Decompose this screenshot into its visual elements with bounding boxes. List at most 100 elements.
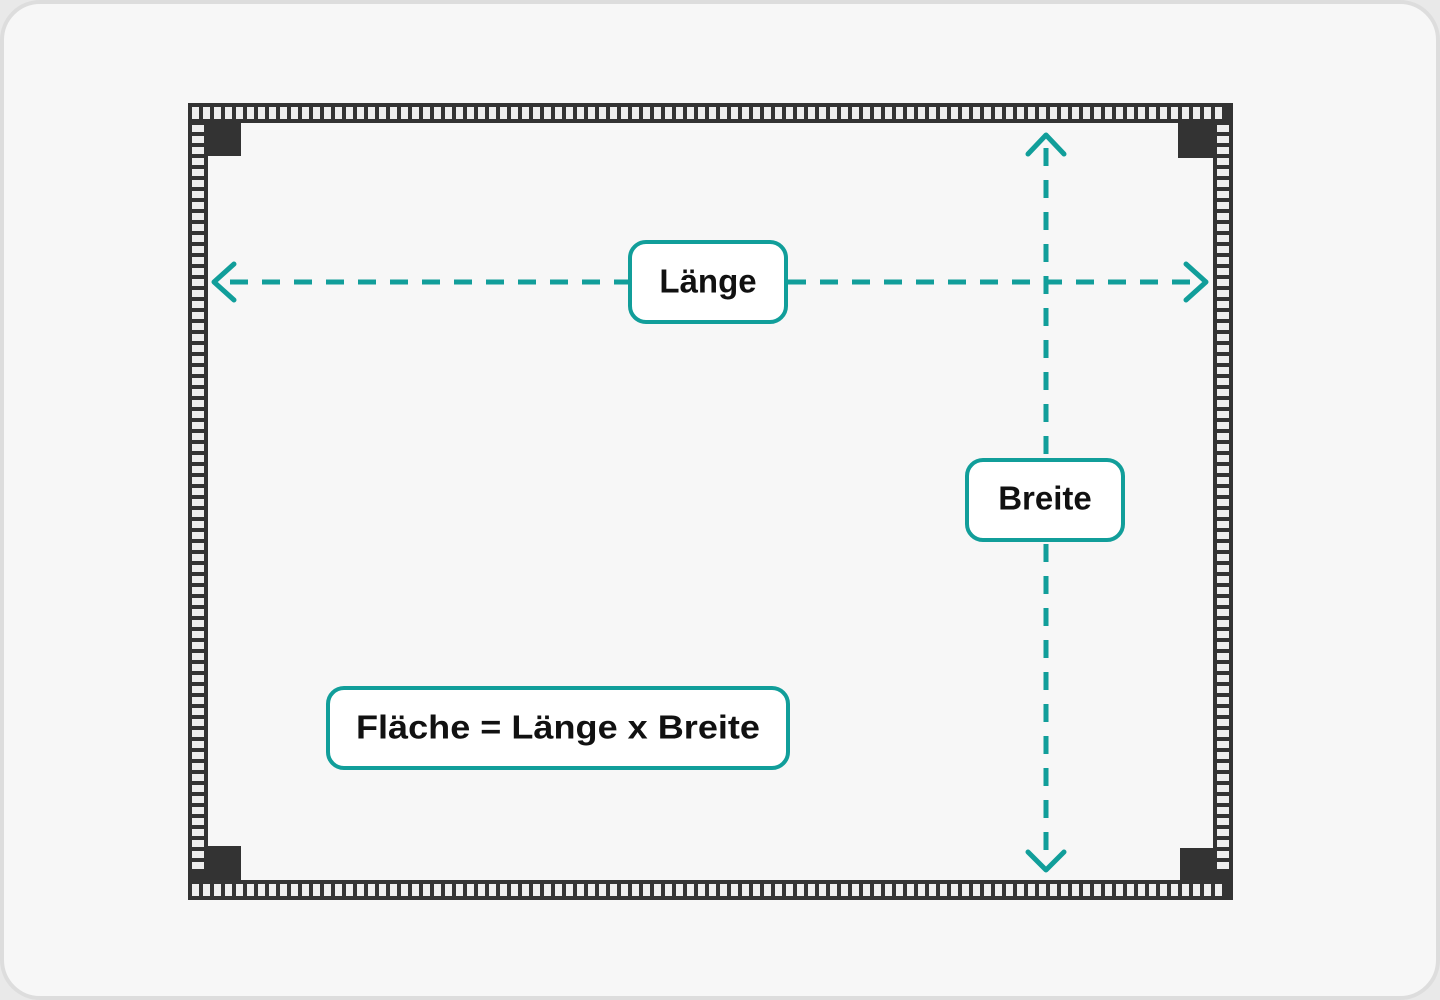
frame-dot xyxy=(555,884,562,896)
frame-dot xyxy=(511,107,518,119)
frame-dot xyxy=(1217,400,1229,407)
frame-dot xyxy=(1217,631,1229,638)
frame-dot xyxy=(192,631,204,638)
frame-dot xyxy=(632,107,639,119)
frame-dot xyxy=(896,884,903,896)
frame-dot xyxy=(962,884,969,896)
frame-perforation xyxy=(192,107,1229,896)
frame-dot xyxy=(1193,884,1200,896)
frame-dot xyxy=(1217,620,1229,627)
frame-dot xyxy=(1217,532,1229,539)
frame-dot xyxy=(775,884,782,896)
frame-dot xyxy=(192,125,204,132)
frame-dot xyxy=(192,554,204,561)
frame-dot xyxy=(1028,107,1035,119)
frame-dot xyxy=(1217,169,1229,176)
frame-dot xyxy=(258,107,265,119)
frame-dot xyxy=(192,389,204,396)
frame-dot xyxy=(1061,884,1068,896)
frame-dot xyxy=(1217,785,1229,792)
frame-dot xyxy=(1217,356,1229,363)
frame-dot xyxy=(1006,107,1013,119)
frame-dot xyxy=(1149,884,1156,896)
frame-dot xyxy=(621,884,628,896)
frame-dot xyxy=(1061,107,1068,119)
frame-dot xyxy=(907,107,914,119)
frame-dot xyxy=(1217,774,1229,781)
frame-dot xyxy=(610,884,617,896)
frame-dot xyxy=(1017,107,1024,119)
frame-dot xyxy=(192,620,204,627)
frame-dot xyxy=(995,107,1002,119)
width-dimension xyxy=(1025,132,1067,873)
frame-dot xyxy=(1217,345,1229,352)
frame-dot xyxy=(588,107,595,119)
frame-dot xyxy=(192,466,204,473)
frame-dot xyxy=(335,107,342,119)
frame-dot xyxy=(1217,323,1229,330)
frame-dot xyxy=(192,741,204,748)
frame-dot xyxy=(1217,763,1229,770)
frame-dot xyxy=(1217,180,1229,187)
frame-dot xyxy=(379,884,386,896)
frame-dot xyxy=(192,576,204,583)
width-label-box: Breite xyxy=(965,458,1125,542)
frame-dot xyxy=(1127,884,1134,896)
frame-dot xyxy=(918,107,925,119)
frame-dot xyxy=(192,829,204,836)
frame-dot xyxy=(929,884,936,896)
frame-dot xyxy=(1160,884,1167,896)
frame-dot xyxy=(874,884,881,896)
frame-dot xyxy=(588,884,595,896)
frame-dot xyxy=(1217,719,1229,726)
frame-dot xyxy=(445,107,452,119)
frame-dot xyxy=(687,107,694,119)
frame-dot xyxy=(192,543,204,550)
frame-dot xyxy=(1182,884,1189,896)
frame-dot xyxy=(709,884,716,896)
frame-dot xyxy=(1217,598,1229,605)
arrow-up-icon xyxy=(1025,132,1067,157)
frame-dot xyxy=(456,884,463,896)
frame-dot xyxy=(1217,543,1229,550)
frame-dot xyxy=(434,884,441,896)
frame-dot xyxy=(313,107,320,119)
frame-dot xyxy=(1017,884,1024,896)
frame-dot xyxy=(423,107,430,119)
frame-dot xyxy=(192,730,204,737)
frame-dot xyxy=(192,785,204,792)
frame-dot xyxy=(1217,554,1229,561)
frame-dot xyxy=(1217,367,1229,374)
frame-dot xyxy=(1160,107,1167,119)
frame-dot xyxy=(192,400,204,407)
frame-dot xyxy=(621,107,628,119)
frame-dot xyxy=(841,884,848,896)
frame-dot xyxy=(852,107,859,119)
frame-dot xyxy=(1217,521,1229,528)
corner-block-top-right xyxy=(1178,123,1213,158)
frame-dot xyxy=(654,884,661,896)
frame-dot xyxy=(1138,107,1145,119)
frame-dot xyxy=(599,107,606,119)
frame-dot xyxy=(368,107,375,119)
frame-dot xyxy=(412,884,419,896)
frame-dot xyxy=(192,697,204,704)
frame-dot xyxy=(192,719,204,726)
frame-dot xyxy=(907,884,914,896)
frame-dot xyxy=(1217,378,1229,385)
frame-dot xyxy=(192,301,204,308)
frame-dot xyxy=(676,107,683,119)
frame-dot xyxy=(522,107,529,119)
frame-dot xyxy=(214,884,221,896)
frame-dot xyxy=(1217,455,1229,462)
frame-dot xyxy=(1217,290,1229,297)
frame-dot xyxy=(258,884,265,896)
frame-dot xyxy=(192,708,204,715)
frame-dot xyxy=(203,107,210,119)
frame-dot xyxy=(192,202,204,209)
frame-dot xyxy=(885,107,892,119)
frame-dot xyxy=(236,107,243,119)
frame-dot xyxy=(192,609,204,616)
frame-dot xyxy=(192,851,204,858)
frame-dot xyxy=(379,107,386,119)
